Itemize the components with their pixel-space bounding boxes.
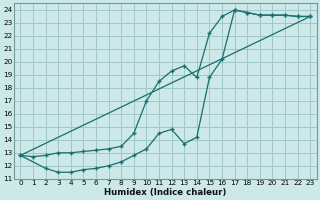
X-axis label: Humidex (Indice chaleur): Humidex (Indice chaleur) (104, 188, 227, 197)
